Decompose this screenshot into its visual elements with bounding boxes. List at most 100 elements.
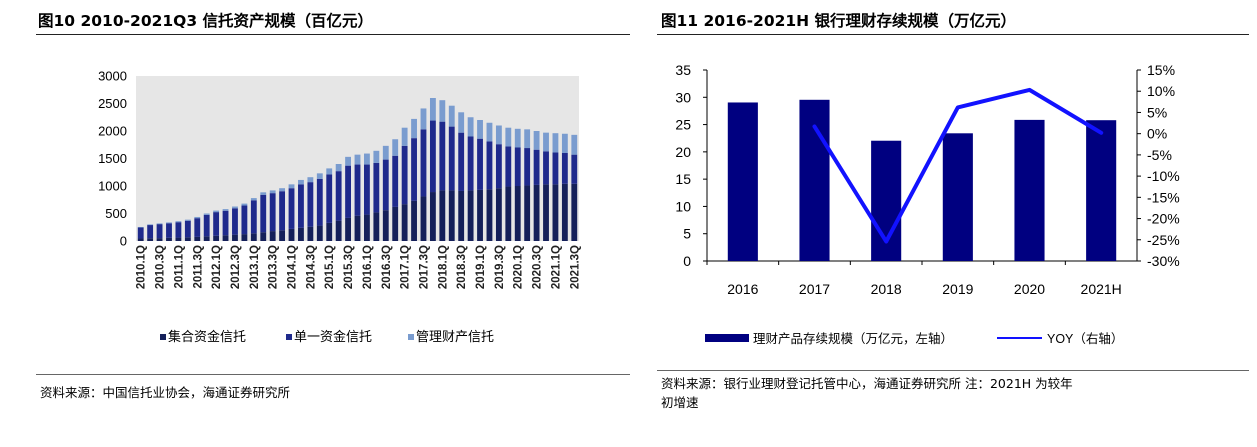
management-bar-segment: [232, 206, 238, 209]
management-bar-segment: [401, 127, 408, 146]
single-bar-segment: [175, 222, 182, 238]
x-tick-label: 2021H: [1081, 281, 1122, 297]
x-tick-label: 2020.3Q: [532, 245, 544, 289]
wm-scale-bar: [799, 99, 830, 261]
collective-bar-segment: [250, 233, 257, 241]
management-bar-segment: [316, 173, 323, 179]
x-tick-label: 2016.1Q: [362, 245, 374, 289]
left-source-rule: [36, 374, 630, 375]
y-tick-label: 1000: [98, 179, 127, 194]
single-bar-segment: [137, 227, 144, 239]
legend-swatch: [408, 334, 414, 340]
x-tick-label: 2012.3Q: [230, 245, 242, 289]
management-bar-segment: [364, 153, 370, 165]
management-bar-segment: [335, 164, 342, 172]
wm-scale-bar: [1014, 119, 1045, 261]
x-tick-label: 2017: [799, 281, 830, 297]
collective-bar-segment: [401, 204, 408, 241]
collective-bar-segment: [495, 188, 502, 241]
x-tick-label: 2014.3Q: [305, 245, 317, 289]
management-bar-segment: [382, 145, 389, 160]
y-tick-label: 500: [105, 206, 127, 221]
collective-bar-segment: [524, 185, 531, 241]
management-bar-segment: [392, 139, 399, 156]
single-bar-segment: [260, 194, 267, 233]
management-bar-segment: [533, 131, 540, 150]
right-y-tick-label: -10%: [1147, 168, 1180, 184]
wm-scale-bar: [727, 102, 758, 261]
x-tick-label: 2010.1Q: [136, 245, 148, 289]
collective-bar-segment: [232, 234, 238, 241]
collective-bar-segment: [175, 237, 182, 241]
single-bar-segment: [194, 218, 201, 237]
collective-bar-segment: [392, 206, 399, 241]
left-chart-title: 图10 2010-2021Q3 信托资产规模（百亿元）: [38, 12, 374, 30]
management-bar-segment: [495, 125, 502, 145]
left-y-tick-label: 20: [675, 144, 691, 160]
x-tick-label: 2019.1Q: [475, 245, 487, 289]
collective-bar-segment: [194, 236, 201, 241]
single-bar-segment: [345, 165, 351, 218]
y-tick-label: 1500: [98, 151, 127, 166]
collective-bar-segment: [269, 231, 276, 241]
right-y-tick-label: -30%: [1147, 253, 1180, 269]
legend-swatch: [160, 334, 166, 340]
left-y-tick-label: 35: [675, 62, 691, 78]
single-bar-segment: [392, 155, 399, 207]
x-tick-label: 2014.1Q: [287, 245, 299, 289]
management-bar-segment: [561, 133, 568, 153]
management-bar-segment: [326, 168, 333, 175]
collective-bar-segment: [335, 220, 342, 241]
management-bar-segment: [514, 128, 521, 148]
single-bar-segment: [203, 214, 210, 237]
single-bar-segment: [543, 151, 549, 185]
management-bar-segment: [194, 216, 201, 219]
collective-bar-segment: [543, 184, 549, 241]
collective-bar-segment: [364, 214, 370, 241]
single-bar-segment: [166, 223, 172, 238]
collective-bar-segment: [571, 183, 578, 241]
management-bar-segment: [411, 118, 417, 139]
x-tick-label: 2019.3Q: [494, 245, 506, 289]
collective-bar-segment: [222, 235, 229, 241]
single-bar-segment: [241, 205, 248, 235]
management-bar-segment: [147, 224, 154, 226]
management-bar-segment: [524, 129, 531, 149]
collective-bar-segment: [137, 238, 144, 241]
single-bar-segment: [288, 188, 295, 229]
collective-bar-segment: [458, 190, 465, 241]
x-tick-label: 2018.1Q: [437, 245, 449, 289]
collective-bar-segment: [448, 190, 455, 241]
left-title-rule: [36, 34, 630, 35]
management-bar-segment: [345, 156, 351, 166]
single-bar-segment: [533, 149, 540, 185]
management-bar-segment: [222, 209, 229, 211]
single-bar-segment: [552, 152, 559, 185]
collective-bar-segment: [514, 186, 521, 241]
x-tick-label: 2013.3Q: [268, 245, 280, 289]
single-bar-segment: [147, 225, 154, 239]
management-bar-segment: [552, 133, 559, 153]
single-bar-segment: [364, 164, 370, 215]
management-bar-segment: [354, 154, 361, 165]
management-bar-segment: [184, 219, 191, 221]
right-y-tick-label: -15%: [1147, 189, 1180, 205]
right-y-tick-label: 0%: [1147, 126, 1167, 142]
management-bar-segment: [250, 198, 257, 201]
single-bar-segment: [448, 126, 455, 191]
x-tick-label: 2020.1Q: [513, 245, 525, 289]
x-tick-label: 2018: [871, 281, 902, 297]
collective-bar-segment: [561, 183, 568, 241]
right-source-note-line2: 初增速: [661, 395, 699, 410]
left-source-note: 资料来源：中国信托业协会，海通证券研究所: [40, 385, 291, 400]
management-bar-segment: [429, 98, 436, 121]
single-bar-segment: [429, 120, 436, 193]
y-tick-label: 2500: [98, 96, 127, 111]
collective-bar-segment: [486, 189, 493, 241]
collective-bar-segment: [382, 210, 389, 241]
single-bar-segment: [411, 138, 417, 201]
collective-bar-segment: [260, 232, 267, 241]
single-bar-segment: [477, 138, 483, 190]
right-source-rule: [657, 370, 1249, 371]
right-chart-title: 图11 2016-2021H 银行理财存续规模（万亿元）: [661, 12, 1017, 30]
